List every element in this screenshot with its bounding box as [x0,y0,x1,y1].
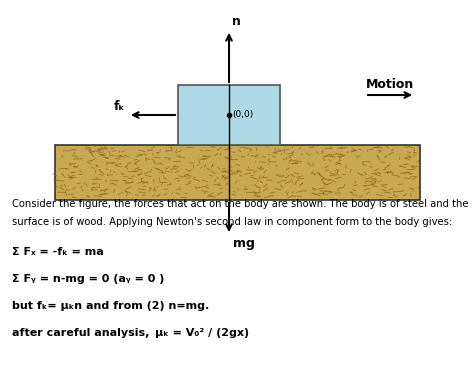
Text: surface is of wood. Applying Newton's second law in component form to the body g: surface is of wood. Applying Newton's se… [12,217,452,227]
Text: μₖ = V₀² / (2gx): μₖ = V₀² / (2gx) [155,328,249,338]
Bar [178,85,280,145]
Text: Consider the figure, the forces that act on the body are shown. The body is of s: Consider the figure, the forces that act… [12,199,468,209]
Text: Σ Fᵧ = n-mg = 0 (aᵧ = 0 ): Σ Fᵧ = n-mg = 0 (aᵧ = 0 ) [12,274,164,284]
Text: Motion: Motion [366,78,414,91]
Text: but fₖ= μₖn and from (2) n=mg.: but fₖ= μₖn and from (2) n=mg. [12,301,209,311]
Text: n: n [232,15,241,28]
Text: after careful analysis,: after careful analysis, [12,328,149,338]
Text: fₖ: fₖ [113,100,125,113]
Text: Σ Fₓ = -fₖ = ma: Σ Fₓ = -fₖ = ma [12,247,104,257]
Bar [55,145,420,200]
Text: mg: mg [233,237,255,250]
Text: (0,0): (0,0) [232,111,253,119]
